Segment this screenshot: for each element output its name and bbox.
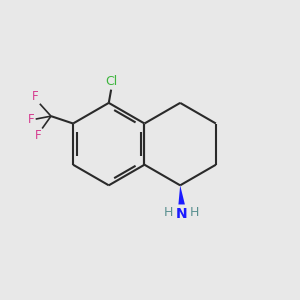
Polygon shape [178,185,185,205]
Text: F: F [35,129,41,142]
Text: F: F [32,90,38,103]
Text: N: N [176,207,188,221]
Text: H: H [190,206,199,219]
Text: H: H [164,206,173,219]
Text: F: F [28,112,35,126]
Text: Cl: Cl [106,75,118,88]
